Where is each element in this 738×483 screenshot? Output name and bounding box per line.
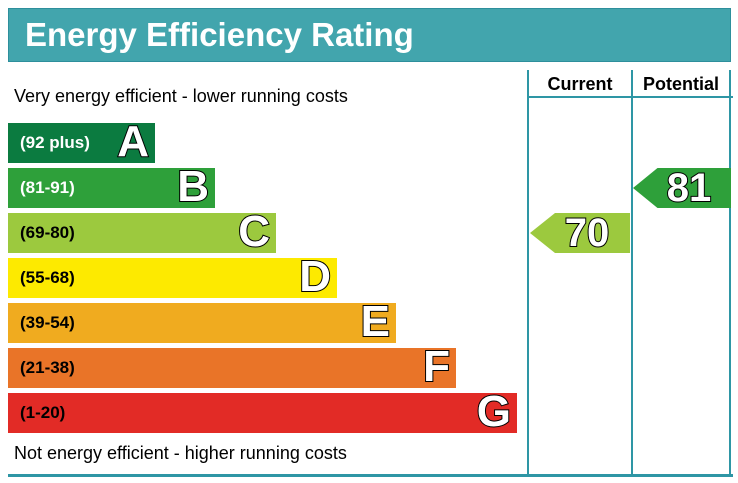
band-range-label: (55-68) — [20, 268, 75, 287]
band-grade-letter: F — [422, 342, 451, 392]
band-grade-letter: B — [176, 162, 210, 212]
band-bar-A: (92 plus) A — [8, 117, 155, 167]
band-bar-C: (69-80) C — [8, 207, 276, 257]
band-range-label: (81-91) — [20, 178, 75, 197]
band-range-label: (39-54) — [20, 313, 75, 332]
potential-column-left-border — [631, 70, 633, 477]
current-rating-value: 70 — [564, 211, 610, 255]
band-bar-F: (21-38) F — [8, 342, 456, 392]
marker-current: 70 — [530, 213, 630, 253]
potential-column-right-border — [729, 70, 731, 477]
potential-column-header: Potential — [642, 74, 719, 94]
current-column-header: Current — [547, 74, 613, 94]
band-bar-G: (1-20) G — [8, 387, 517, 437]
bottom-note: Not energy efficient - higher running co… — [14, 443, 347, 463]
chart-title-bar: Energy Efficiency Rating — [8, 8, 731, 62]
band-grade-letter: D — [298, 252, 332, 302]
band-range-label: (69-80) — [20, 223, 75, 242]
marker-potential: 81 — [633, 168, 731, 208]
band-range-label: (1-20) — [20, 403, 66, 422]
band-grade-letter: G — [476, 387, 512, 437]
band-grade-letter: E — [360, 297, 391, 347]
potential-rating-value: 81 — [666, 166, 712, 210]
current-column-left-border — [527, 70, 529, 477]
band-grade-letter: A — [116, 117, 150, 167]
band-grade-letter: C — [237, 207, 271, 257]
band-range-label: (21-38) — [20, 358, 75, 377]
band-bar-E: (39-54) E — [8, 297, 396, 347]
chart-title: Energy Efficiency Rating — [25, 16, 414, 53]
band-bar-B: (81-91) B — [8, 162, 215, 212]
chart-bottom-border — [8, 474, 733, 477]
header-underline — [527, 96, 733, 98]
top-note: Very energy efficient - lower running co… — [14, 86, 348, 106]
band-bar-D: (55-68) D — [8, 252, 337, 302]
band-range-label: (92 plus) — [20, 133, 90, 152]
